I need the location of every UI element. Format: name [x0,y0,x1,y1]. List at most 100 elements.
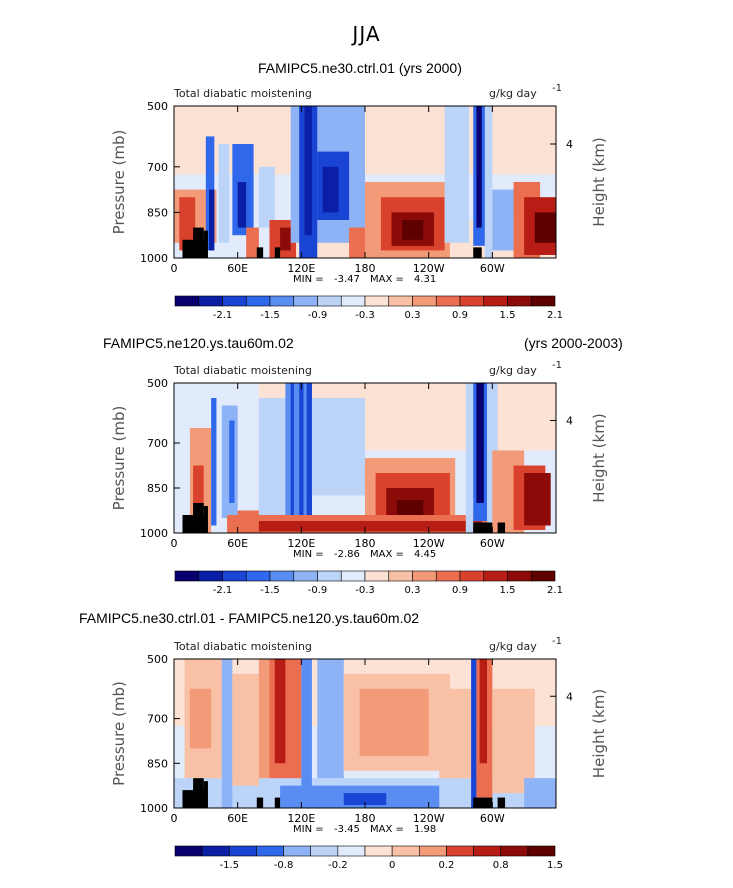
y-tick-label: 1000 [140,527,168,540]
right-axis-label: Height (km) [590,137,608,226]
topography-mask [497,522,506,533]
contour-region [524,778,556,808]
colorbar-box [245,295,271,307]
units-exponent: -1 [552,83,562,94]
contour-region [193,465,204,533]
contour-region [229,420,235,503]
panel-1: 0 60E 120E 180 120W 60W 500 700 850 1000 4 Pressure… [110,83,608,321]
colorbar-box [483,570,508,582]
x-tick-label: 60W [480,262,505,275]
panel-2-title-right: (yrs 2000-2003) [524,335,623,351]
y-tick-label: 850 [147,482,168,495]
colorbar-box [507,295,532,307]
contour-region [343,793,387,806]
colorbar-label: -2.1 [213,310,233,321]
x-tick-label: 0 [171,812,178,825]
contour-region [484,106,493,258]
y-tick-label: 850 [147,206,168,219]
topography-mask [473,797,493,808]
contour-region [349,227,365,258]
contour-region [476,106,482,228]
field-name-label: Total diabatic moistening [173,640,312,653]
contour-region [534,212,556,243]
colorbar-box [459,570,485,582]
contour-region [492,189,514,251]
x-tick-label: 120E [287,812,315,825]
colorbar-box [340,570,366,582]
colorbar-box [222,295,247,307]
min-value: -2.86 [334,549,360,560]
x-tick-label: 120W [413,537,445,550]
contour-region [218,144,230,243]
contour-region [492,688,535,794]
min-label: MIN = [293,824,324,835]
contour-region [179,197,196,251]
colorbar-label: -0.8 [274,860,294,871]
colorbar-label: -0.2 [328,860,348,871]
colorbar-box [228,845,257,857]
y-axis-label: Pressure (mb) [110,406,128,511]
max-value: 1.98 [414,824,436,835]
contour-region [317,659,344,779]
y-tick-label: 1000 [140,802,168,815]
max-label: MAX = [370,274,404,285]
colorbar: -1.5 -0.8 -0.2 0 0.2 0.8 1.5 [174,845,563,871]
colorbar-box [317,295,342,307]
colorbar-label: 1.5 [547,860,563,871]
panel-2: 0 60E 120E 180 120W 60W 500 700 850 1000 4 Pressure… [110,360,608,596]
colorbar-label: 1.5 [500,310,516,321]
units-label: g/kg day [489,640,537,653]
min-value: -3.45 [334,824,360,835]
colorbar-box [198,570,223,582]
min-label: MIN = [293,549,324,560]
y-tick-label: 700 [147,437,168,450]
contour-region [258,659,270,779]
contour-region [232,673,259,786]
x-tick-label: 60W [480,812,505,825]
colorbar-box [483,295,508,307]
colorbar-label: -0.9 [308,310,328,321]
colorbar: -2.1 -1.5 -0.9 -0.3 0.3 0.9 1.5 2.1 [174,570,563,596]
figure-title: JJA [352,22,381,46]
min-label: MIN = [293,274,324,285]
contour-region [280,227,291,251]
panel-1-title: FAMIPC5.ne30.ctrl.01 (yrs 2000) [258,60,462,76]
topography-mask [473,247,482,258]
contour-region [258,166,275,228]
contour-region [487,383,498,533]
colorbar-label: 0.3 [405,585,421,596]
right-tick-label: 4 [566,415,573,428]
units-exponent: -1 [552,636,562,647]
colorbar-box [317,570,342,582]
topography-mask [256,797,264,808]
contour-region [465,383,474,533]
x-tick-label: 0 [171,537,178,550]
min-value: -3.47 [334,274,360,285]
colorbar-box [530,295,556,307]
contour-region [211,398,217,526]
colorbar-box [507,570,532,582]
contour-region [322,166,339,213]
colorbar-box [222,570,247,582]
panel-1-contour-field [174,106,556,258]
contour-region [476,383,484,503]
field-name-label: Total diabatic moistening [173,364,312,377]
colorbar-box [310,845,339,857]
topography-mask [274,247,281,258]
colorbar-box [337,845,366,857]
contour-region [301,659,312,794]
x-tick-label: 0 [171,262,178,275]
colorbar-box [412,570,437,582]
x-tick-label: 180 [355,537,376,550]
colorbar-box [364,845,393,857]
topography-mask [193,227,204,258]
colorbar-label: 0.2 [438,860,454,871]
x-tick-label: 120E [287,537,315,550]
topography-mask [203,506,208,533]
x-tick-label: 60E [227,812,248,825]
y-tick-label: 700 [147,713,168,726]
colorbar-box [500,845,529,857]
colorbar-box [388,570,413,582]
colorbar-box [283,845,312,857]
max-label: MAX = [370,824,404,835]
